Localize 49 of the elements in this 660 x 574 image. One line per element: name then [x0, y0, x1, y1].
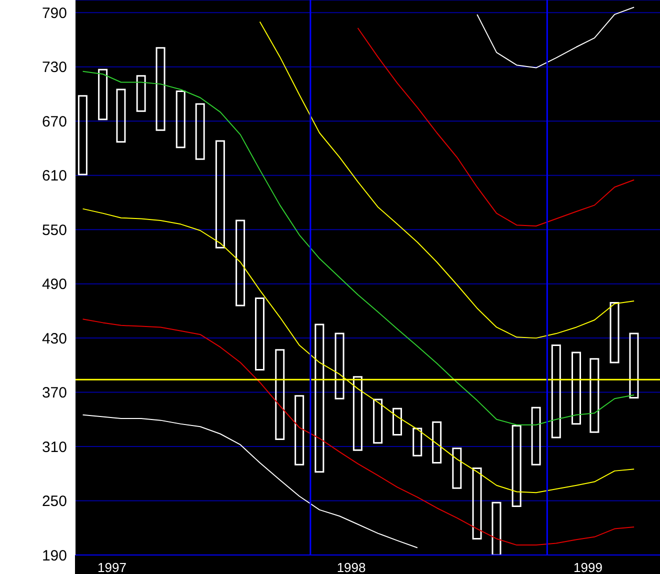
bar: [452, 448, 462, 489]
y-tick-label: 670: [42, 113, 67, 130]
line-series: [357, 28, 635, 226]
bar: [156, 47, 166, 131]
bar: [116, 88, 126, 143]
x-tick-label: 1999: [574, 560, 602, 574]
y-tick-label: 730: [42, 59, 67, 76]
bar: [412, 428, 422, 456]
bar: [392, 408, 402, 436]
bar: [492, 502, 502, 555]
bar: [590, 358, 600, 433]
bar: [432, 421, 442, 464]
line-series: [82, 414, 418, 548]
bar: [531, 406, 541, 466]
y-tick-label: 430: [42, 330, 67, 348]
y-tick-label: 250: [42, 493, 67, 510]
bar: [373, 398, 383, 444]
bar: [195, 103, 205, 160]
x-tick-label: 1997: [98, 560, 126, 574]
bar: [236, 220, 246, 306]
bar: [314, 324, 324, 473]
y-tick-label: 190: [42, 547, 67, 564]
bar: [610, 302, 620, 364]
line-series: [82, 70, 635, 426]
y-tick-label: 790: [42, 4, 67, 22]
bar: [551, 344, 561, 438]
bar: [255, 298, 265, 370]
bar: [334, 332, 344, 400]
bar: [78, 95, 88, 176]
bar: [275, 349, 285, 440]
x-tick-label: 1998: [336, 560, 366, 574]
bar: [136, 75, 146, 112]
y-tick-label: 490: [42, 276, 67, 294]
line-series: [82, 318, 635, 546]
y-tick-label: 310: [42, 438, 67, 456]
bar: [472, 467, 482, 540]
bar: [352, 376, 362, 451]
y-tick-label: 550: [42, 222, 67, 239]
y-tick-label: 370: [42, 384, 67, 402]
bar: [629, 332, 639, 398]
bar: [215, 140, 225, 248]
bar: [512, 424, 522, 507]
bar: [176, 90, 186, 148]
bar: [98, 68, 108, 120]
bar: [572, 352, 582, 425]
line-series: [259, 21, 635, 339]
line-series: [476, 6, 635, 68]
y-tick-label: 610: [42, 168, 67, 185]
bar: [294, 395, 304, 466]
